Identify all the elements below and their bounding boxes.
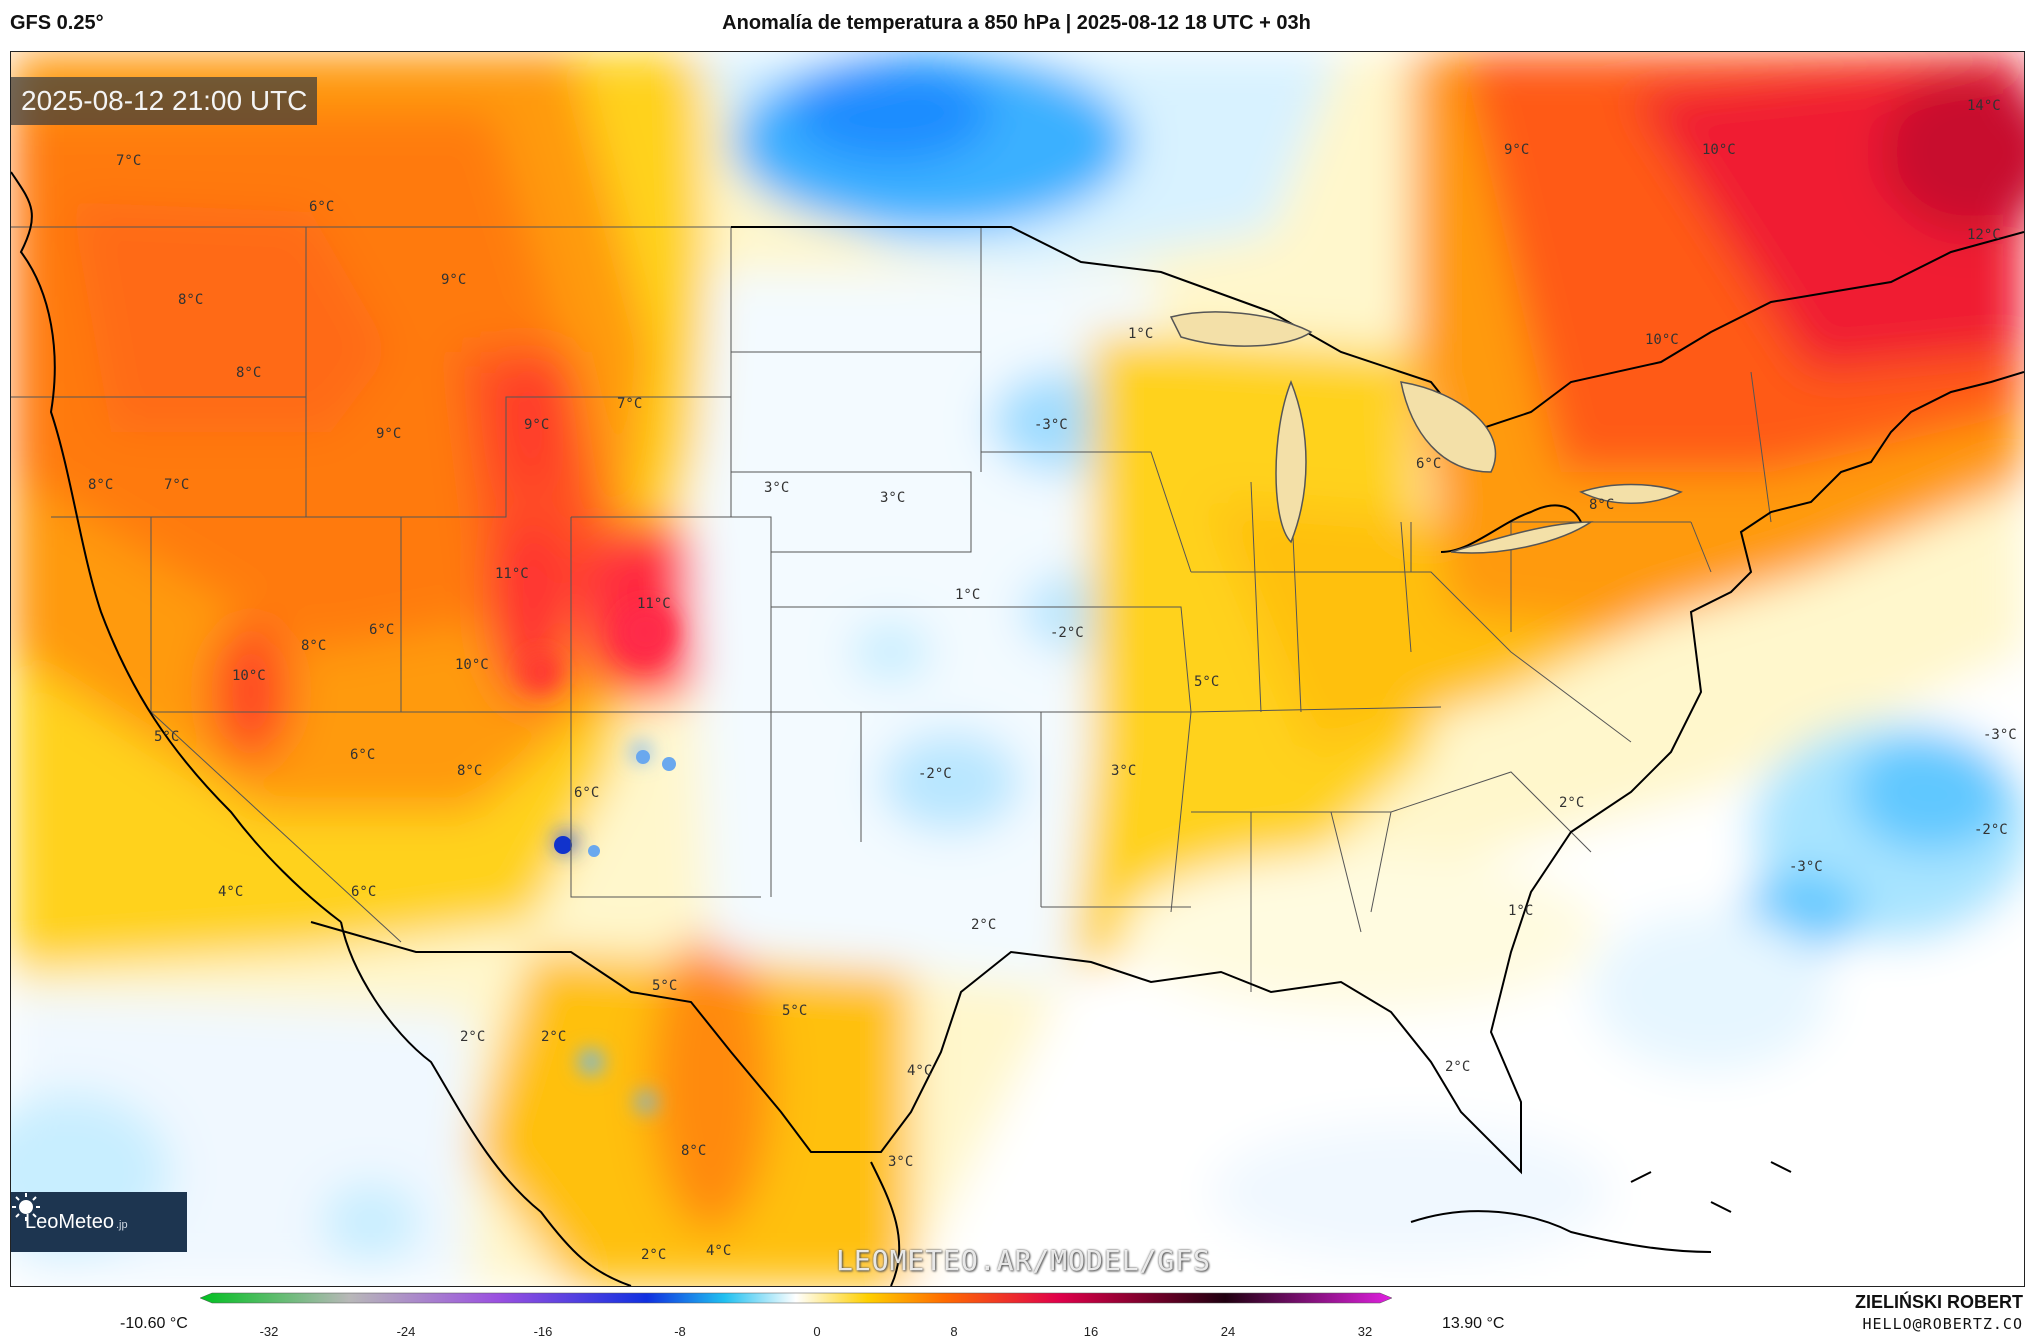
label: 14°C [1967,98,2001,114]
label: 9°C [1504,142,1529,158]
label: -2°C [918,766,952,782]
valid-time-badge: 2025-08-12 21:00 UTC [11,77,318,125]
label: 9°C [441,272,466,288]
color-legend: -10.60 °C -32 -24 -16 -8 0 8 [0,1288,2033,1339]
legend-tick: -24 [397,1324,416,1339]
sun-icon [12,1193,40,1221]
legend-gradient [200,1292,1393,1304]
label: 8°C [457,763,482,779]
author-name: ZIELIŃSKI ROBERT [1854,1292,2023,1312]
label: 6°C [1416,456,1441,472]
label: 7°C [116,153,141,169]
label: 7°C [164,477,189,493]
label: 8°C [681,1143,706,1159]
anomaly-map[interactable]: 7°C 6°C 8°C 9°C 8°C 9°C 9°C 7°C 8°C 7°C … [10,51,2025,1287]
label: 2°C [460,1029,485,1045]
leometeo-logo[interactable]: LeoMeteo .jp [11,1192,187,1252]
label: 6°C [369,622,394,638]
label: 6°C [574,785,599,801]
model-name: GFS 0.25° [10,12,104,34]
label: 11°C [637,596,671,612]
author-email[interactable]: HELLO@ROBERTZ.CO [1862,1315,2023,1333]
map-canvas: 7°C 6°C 8°C 9°C 8°C 9°C 9°C 7°C 8°C 7°C … [11,52,2024,1286]
label: 8°C [236,365,261,381]
label: 8°C [1589,497,1614,513]
label: 8°C [301,638,326,654]
label: 6°C [309,199,334,215]
label: 1°C [1508,903,1533,919]
label: 3°C [880,490,905,506]
label: 5°C [782,1003,807,1019]
label: 10°C [1702,142,1736,158]
label: 9°C [524,417,549,433]
label: 1°C [1128,326,1153,342]
coastlines [11,171,2024,1286]
label: 7°C [617,396,642,412]
logo-suffix: .jp [115,1219,128,1231]
label: 2°C [541,1029,566,1045]
legend-tick: -32 [260,1324,279,1339]
legend-tick: 16 [1084,1324,1098,1339]
label: 11°C [495,566,529,582]
label: 12°C [1967,227,2001,243]
label: 1°C [955,587,980,603]
header: GFS 0.25° Anomalía de temperatura a 850 … [0,0,2033,50]
state-borders [11,226,1772,992]
label: 2°C [971,917,996,933]
label: -2°C [1974,822,2008,838]
legend-tick: 8 [950,1324,957,1339]
label: 9°C [376,426,401,442]
watermark-url: LEOMETEO.AR/MODEL/GFS [836,1244,1212,1277]
label: -3°C [1789,859,1823,875]
label: 5°C [154,729,179,745]
label: 10°C [1645,332,1679,348]
label: 2°C [1559,795,1584,811]
label: 2°C [641,1247,666,1263]
legend-bar: -32 -24 -16 -8 0 8 16 24 32 [200,1292,1393,1339]
logo-text: LeoMeteo [25,1210,114,1233]
legend-max-value: 13.90 °C [1442,1315,1505,1332]
label: 6°C [351,884,376,900]
label: 4°C [907,1063,932,1079]
label: 10°C [232,668,266,684]
legend-min-value: -10.60 °C [120,1315,188,1332]
legend-tick: -8 [674,1324,686,1339]
great-lakes [1169,311,1683,554]
legend-tick: 32 [1358,1324,1372,1339]
label: 10°C [455,657,489,673]
anomaly-field [11,52,2024,1286]
label: 8°C [88,477,113,493]
legend-ticks: -32 -24 -16 -8 0 8 16 24 32 [260,1324,1373,1339]
legend-tick: 24 [1221,1324,1235,1339]
label: 3°C [1111,763,1136,779]
legend-tick: -16 [534,1324,553,1339]
label: 5°C [1194,674,1219,690]
contour-labels: 7°C 6°C 8°C 9°C 8°C 9°C 9°C 7°C 8°C 7°C … [88,98,2017,1263]
label: 5°C [652,978,677,994]
label: 2°C [1445,1059,1470,1075]
label: -3°C [1034,417,1068,433]
label: -3°C [1983,727,2017,743]
cold-cells [554,750,676,857]
label: 3°C [764,480,789,496]
label: 8°C [178,292,203,308]
label: 3°C [888,1154,913,1170]
label: 4°C [706,1243,731,1259]
legend-tick: 0 [813,1324,820,1339]
label: 6°C [350,747,375,763]
chart-title: Anomalía de temperatura a 850 hPa | 2025… [722,12,1311,34]
label: 4°C [218,884,243,900]
label: -2°C [1050,625,1084,641]
